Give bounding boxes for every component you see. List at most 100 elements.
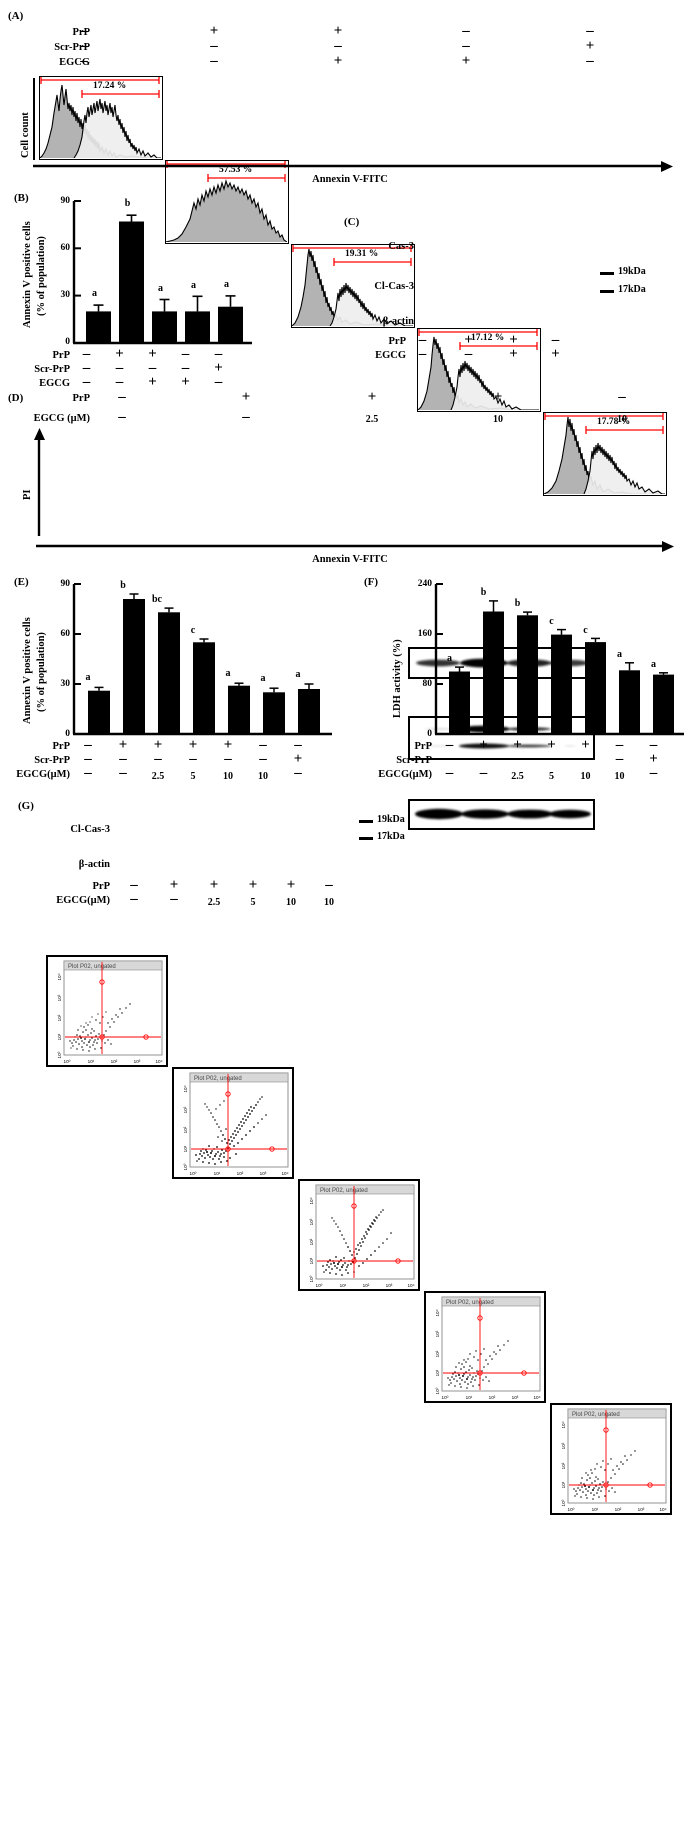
panel-d-cond-egcg-1: – (118, 409, 126, 425)
svg-text:10⁴: 10⁴ (407, 1283, 414, 1288)
panel-d-ylabel: PI (22, 489, 33, 501)
svg-text:Plot P02, ungated: Plot P02, ungated (572, 1412, 620, 1418)
panel-b-sig-4: a (191, 280, 196, 291)
panel-e-sig-7: a (295, 669, 301, 680)
svg-text:10⁰: 10⁰ (64, 1059, 71, 1064)
panel-f-ytick-0: 0 (427, 729, 432, 739)
panel-a-cond-egcg-4: + (461, 53, 471, 69)
panel-b-cond-prp-2: + (115, 346, 124, 362)
panel-f-plot (434, 583, 684, 736)
panel-f-sig-3: b (514, 598, 521, 609)
panel-g-blot-label-clcas3: Cl-Cas-3 (70, 824, 110, 835)
svg-text:Plot P02, ungated: Plot P02, ungated (68, 964, 116, 970)
panel-c-blot-label-cas3: Cas-3 (388, 241, 414, 252)
panel-c-row-label-egcg: EGCG (375, 350, 406, 361)
panel-e-cond-scrprp-5: – (224, 751, 232, 767)
svg-text:10⁴: 10⁴ (659, 1507, 666, 1512)
panel-b-row-label-scrprp: Scr-PrP (34, 364, 70, 375)
panel-b-cond-scrprp-5: + (214, 360, 223, 376)
panel-f-row-label-prp: PrP (414, 741, 433, 752)
panel-e-cond-egcg-2: – (119, 765, 127, 781)
panel-c-letter: (C) (344, 216, 360, 228)
panel-c-cond-prp-1: – (418, 332, 427, 348)
panel-b-cond-egcg-4: + (181, 374, 190, 390)
svg-text:10⁴: 10⁴ (561, 1421, 566, 1428)
svg-text:10²: 10² (57, 1014, 62, 1021)
panel-f-ytick-240: 240 (417, 579, 432, 589)
panel-d-dotplot-1: Plot P02, ungated 10⁴ 10³ 10² 10¹ 10⁰ 10… (46, 955, 168, 1067)
svg-text:10³: 10³ (386, 1283, 393, 1288)
panel-b-ytick-60: 60 (60, 243, 71, 253)
panel-e-cond-prp-7: – (294, 737, 302, 753)
svg-text:10³: 10³ (183, 1106, 188, 1113)
panel-g-blot-label-bactin: β-actin (78, 859, 110, 870)
panel-e-cond-scrprp-4: – (189, 751, 197, 767)
panel-f-sig-6: a (617, 649, 622, 660)
svg-text:10³: 10³ (134, 1059, 141, 1064)
svg-text:10⁰: 10⁰ (57, 1051, 62, 1058)
panel-e-cond-scrprp-1: – (84, 751, 92, 767)
svg-text:10³: 10³ (435, 1330, 440, 1337)
panel-e-sig-5: a (225, 668, 231, 679)
panel-e-sig-2: b (120, 580, 126, 591)
panel-b-row-label-egcg: EGCG (39, 378, 70, 389)
panel-e-sig-6: a (260, 673, 266, 684)
panel-g-cond-prp-6: – (325, 877, 333, 893)
panel-e-row-label-egcg: EGCG(μM) (16, 769, 70, 780)
panel-c-cond-egcg-2: – (464, 346, 473, 362)
panel-a-row-label-egcg: EGCG (59, 57, 90, 68)
panel-b-ytick-0: 0 (65, 337, 70, 347)
panel-a-cond-scrprp-5: + (585, 38, 595, 54)
panel-g-letter: (G) (18, 800, 34, 812)
panel-e-cond-egcg-1: – (84, 765, 92, 781)
panel-d-cond-egcg-5: 10 (617, 414, 627, 425)
svg-text:10³: 10³ (638, 1507, 645, 1512)
panel-b-sig-5: a (224, 279, 229, 290)
panel-g-cond-prp-3: + (209, 877, 219, 893)
panel-a-percent-2: 57.53 % (219, 165, 253, 175)
panel-d-xlabel: Annexin V-FITC (312, 554, 388, 565)
panel-g-cond-egcg-6: 10 (324, 897, 334, 908)
panel-b-ytick-90: 90 (60, 196, 71, 206)
svg-text:10⁴: 10⁴ (183, 1085, 188, 1092)
panel-f-letter: (F) (364, 576, 379, 588)
panel-f-cond-prp-7: – (649, 737, 658, 753)
panel-d-letter: (D) (8, 392, 24, 404)
svg-text:10³: 10³ (260, 1171, 267, 1176)
panel-f-sig-1: a (447, 653, 452, 664)
panel-c-mw-dash-17 (600, 290, 614, 293)
svg-text:Plot P02, ungated: Plot P02, ungated (320, 1188, 368, 1194)
panel-f-cond-egcg-5: 10 (580, 771, 591, 782)
panel-b-cond-prp-3: + (148, 346, 157, 362)
panel-e-cond-prp-1: – (84, 737, 92, 753)
panel-e-sig-1: a (85, 672, 91, 683)
panel-b-cond-egcg-1: – (82, 374, 91, 390)
svg-text:10³: 10³ (57, 994, 62, 1001)
panel-f-cond-egcg-6: 10 (614, 771, 625, 782)
panel-b-cond-prp-5: – (214, 346, 223, 362)
panel-f-cond-scrprp-7: + (649, 751, 658, 767)
svg-text:10⁴: 10⁴ (155, 1059, 162, 1064)
panel-a-letter: (A) (8, 10, 24, 22)
panel-c-blot-label-clcas3: Cl-Cas-3 (374, 281, 414, 292)
panel-a-cond-prp-2: + (209, 23, 219, 39)
panel-f-ytick-80: 80 (422, 679, 433, 689)
panel-d-dotplot-3: Plot P02, ungated 10⁴ 10³ 10² 10¹ 10⁰ 10… (298, 1179, 420, 1291)
svg-text:10⁴: 10⁴ (309, 1197, 314, 1204)
panel-d-cond-egcg-4: 10 (493, 414, 503, 425)
panel-f-cond-scrprp-2: – (479, 751, 488, 767)
svg-text:10²: 10² (363, 1283, 370, 1288)
panel-e-cond-egcg-5: 10 (223, 771, 233, 782)
panel-f-cond-egcg-7: – (649, 765, 658, 781)
panel-c-blot-label-bactin: β-actin (382, 316, 414, 327)
panel-g-row-label-egcg: EGCG(μM) (56, 895, 110, 906)
panel-f-cond-prp-6: – (615, 737, 624, 753)
panel-e-cond-prp-4: + (188, 737, 198, 753)
panel-a-percent-1: 17.24 % (93, 81, 127, 91)
panel-f-sig-4: c (549, 616, 554, 627)
svg-text:10⁴: 10⁴ (281, 1171, 288, 1176)
panel-f-cond-prp-2: + (479, 737, 488, 753)
svg-text:10¹: 10¹ (214, 1171, 221, 1176)
panel-e-cond-scrprp-3: – (154, 751, 162, 767)
panel-d-row-label-prp: PrP (72, 393, 91, 404)
